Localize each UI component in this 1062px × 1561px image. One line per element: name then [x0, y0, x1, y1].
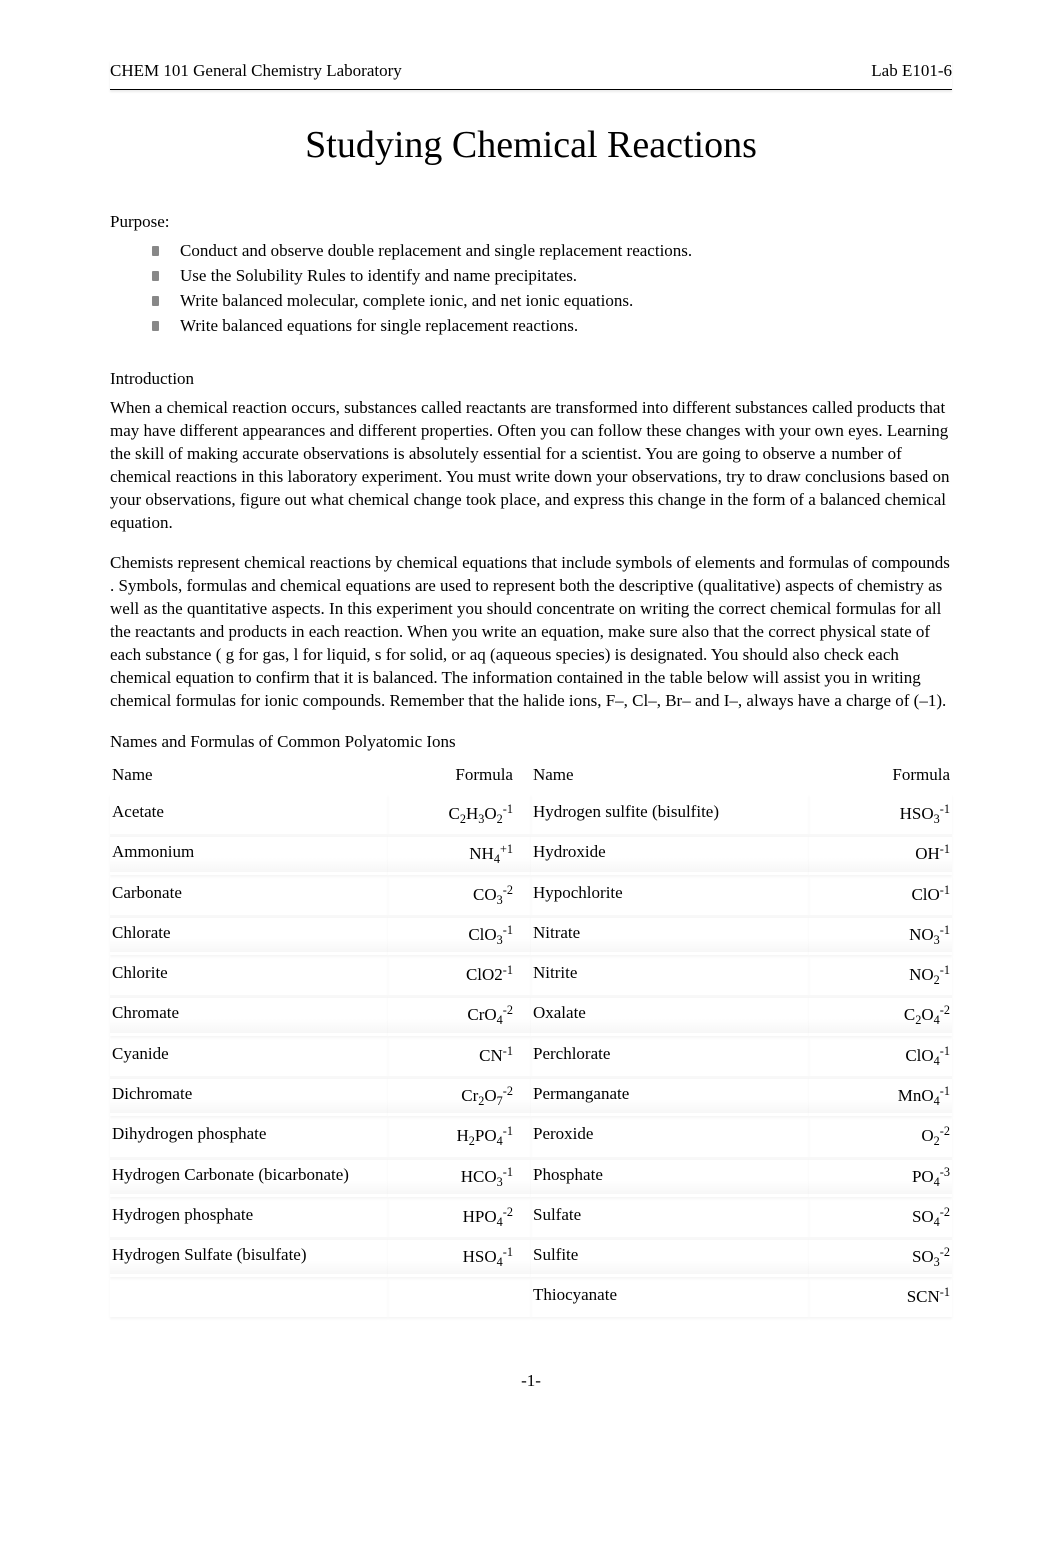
- list-item: Conduct and observe double replacement a…: [152, 240, 952, 263]
- ion-formula: ClO-1: [809, 875, 952, 915]
- header-right: Lab E101-6: [871, 60, 952, 83]
- ion-formula: ClO4-1: [809, 1036, 952, 1076]
- table-row: Hydrogen Sulfate (bisulfate) HSO4-1 Sulf…: [110, 1237, 952, 1277]
- table-row: Dichromate Cr2O7-2 Permanganate MnO4-1: [110, 1076, 952, 1116]
- col-header-name: Name: [531, 760, 809, 794]
- purpose-list: Conduct and observe double replacement a…: [110, 240, 952, 338]
- ion-name: Hydroxide: [531, 834, 809, 874]
- col-header-formula: Formula: [388, 760, 531, 794]
- table-row: Acetate C2H3O2-1 Hydrogen sulfite (bisul…: [110, 794, 952, 834]
- ion-formula: NO2-1: [809, 955, 952, 995]
- ion-name: Dihydrogen phosphate: [110, 1116, 388, 1156]
- ion-name: Hydrogen Carbonate (bicarbonate): [110, 1157, 388, 1197]
- table-row: Hydrogen phosphate HPO4-2 Sulfate SO4-2: [110, 1197, 952, 1237]
- ion-formula: ClO3-1: [388, 915, 531, 955]
- ion-formula: ClO2-1: [388, 955, 531, 995]
- ion-name: Sulfate: [531, 1197, 809, 1237]
- intro-paragraph-2: Chemists represent chemical reactions by…: [110, 552, 952, 713]
- ion-formula: CO3-2: [388, 875, 531, 915]
- table-row: Thiocyanate SCN-1: [110, 1277, 952, 1316]
- ion-formula: SO3-2: [809, 1237, 952, 1277]
- ion-name: Cyanide: [110, 1036, 388, 1076]
- ion-name: Ammonium: [110, 834, 388, 874]
- ion-name: Peroxide: [531, 1116, 809, 1156]
- list-item: Write balanced molecular, complete ionic…: [152, 290, 952, 313]
- ion-formula: H2PO4-1: [388, 1116, 531, 1156]
- ion-name: Phosphate: [531, 1157, 809, 1197]
- col-header-name: Name: [110, 760, 388, 794]
- table-row: Chlorate ClO3-1 Nitrate NO3-1: [110, 915, 952, 955]
- ion-name: Thiocyanate: [531, 1277, 809, 1316]
- ion-formula: O2-2: [809, 1116, 952, 1156]
- ion-name: Hydrogen Sulfate (bisulfate): [110, 1237, 388, 1277]
- ion-formula: [388, 1277, 531, 1316]
- ion-formula: C2O4-2: [809, 995, 952, 1035]
- ion-name: Carbonate: [110, 875, 388, 915]
- list-item: Write balanced equations for single repl…: [152, 315, 952, 338]
- ion-name: Chromate: [110, 995, 388, 1035]
- ion-name: Nitrate: [531, 915, 809, 955]
- ion-table-caption: Names and Formulas of Common Polyatomic …: [110, 731, 952, 754]
- ion-formula: CN-1: [388, 1036, 531, 1076]
- ion-name: Hypochlorite: [531, 875, 809, 915]
- ion-name: [110, 1277, 388, 1316]
- page-header: CHEM 101 General Chemistry Laboratory La…: [110, 60, 952, 83]
- table-row: Hydrogen Carbonate (bicarbonate) HCO3-1 …: [110, 1157, 952, 1197]
- ion-name: Nitrite: [531, 955, 809, 995]
- ion-name: Perchlorate: [531, 1036, 809, 1076]
- table-row: Carbonate CO3-2 Hypochlorite ClO-1: [110, 875, 952, 915]
- ion-name: Chlorate: [110, 915, 388, 955]
- ion-name: Dichromate: [110, 1076, 388, 1116]
- ion-table: Name Formula Name Formula Acetate C2H3O2…: [110, 760, 952, 1320]
- list-item: Use the Solubility Rules to identify and…: [152, 265, 952, 288]
- purpose-label: Purpose:: [110, 211, 952, 234]
- ion-formula: PO4-3: [809, 1157, 952, 1197]
- table-row: Ammonium NH4+1 Hydroxide OH-1: [110, 834, 952, 874]
- ion-formula: C2H3O2-1: [388, 794, 531, 834]
- ion-formula: Cr2O7-2: [388, 1076, 531, 1116]
- col-header-formula: Formula: [809, 760, 952, 794]
- table-header-row: Name Formula Name Formula: [110, 760, 952, 794]
- ion-name: Hydrogen sulfite (bisulfite): [531, 794, 809, 834]
- ion-name: Acetate: [110, 794, 388, 834]
- ion-formula: MnO4-1: [809, 1076, 952, 1116]
- ion-formula: OH-1: [809, 834, 952, 874]
- ion-name: Permanganate: [531, 1076, 809, 1116]
- header-left: CHEM 101 General Chemistry Laboratory: [110, 60, 402, 83]
- ion-formula: HSO4-1: [388, 1237, 531, 1277]
- page-title: Studying Chemical Reactions: [110, 120, 952, 171]
- ion-formula: HCO3-1: [388, 1157, 531, 1197]
- ion-name: Sulfite: [531, 1237, 809, 1277]
- ion-name: Oxalate: [531, 995, 809, 1035]
- ion-formula: HSO3-1: [809, 794, 952, 834]
- ion-formula: SO4-2: [809, 1197, 952, 1237]
- ion-formula: NH4+1: [388, 834, 531, 874]
- ion-name: Chlorite: [110, 955, 388, 995]
- table-row: Chromate CrO4-2 Oxalate C2O4-2: [110, 995, 952, 1035]
- ion-formula: HPO4-2: [388, 1197, 531, 1237]
- ion-formula: NO3-1: [809, 915, 952, 955]
- table-row: Cyanide CN-1 Perchlorate ClO4-1: [110, 1036, 952, 1076]
- ion-name: Hydrogen phosphate: [110, 1197, 388, 1237]
- ion-formula: SCN-1: [809, 1277, 952, 1316]
- intro-paragraph-1: When a chemical reaction occurs, substan…: [110, 397, 952, 535]
- ion-formula: CrO4-2: [388, 995, 531, 1035]
- table-row: Dihydrogen phosphate H2PO4-1 Peroxide O2…: [110, 1116, 952, 1156]
- introduction-label: Introduction: [110, 368, 952, 391]
- page-number: -1-: [110, 1370, 952, 1393]
- table-row: Chlorite ClO2-1 Nitrite NO2-1: [110, 955, 952, 995]
